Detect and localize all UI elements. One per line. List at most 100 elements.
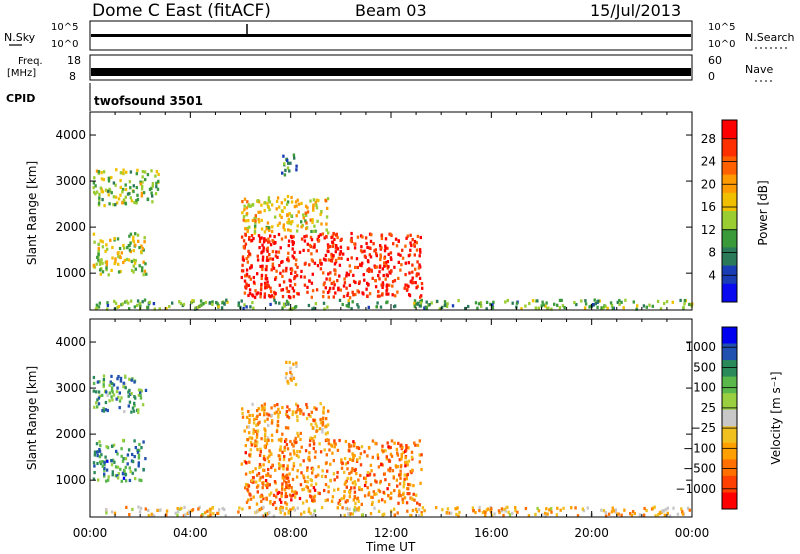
heatmap-cell: [284, 302, 287, 306]
heatmap-cell: [311, 498, 314, 502]
heatmap-cell: [271, 249, 275, 254]
heatmap-cell: [249, 277, 252, 281]
heatmap-cell: [286, 158, 289, 163]
heatmap-cell: [383, 512, 386, 516]
heatmap-cell: [257, 472, 261, 476]
heatmap-cell: [683, 302, 686, 306]
heatmap-cell: [251, 476, 255, 480]
heatmap-cell: [269, 500, 272, 504]
heatmap-cell: [361, 235, 364, 239]
heatmap-cell: [333, 283, 336, 287]
colorbar-swatch: [722, 492, 737, 510]
heatmap-cell: [402, 451, 405, 455]
y-tick-label: 3000: [55, 381, 86, 395]
heatmap-cell: [286, 256, 290, 260]
heatmap-cell: [317, 491, 320, 495]
heatmap-cell: [353, 246, 357, 250]
heatmap-cell: [285, 286, 288, 290]
heatmap-cell: [319, 267, 323, 271]
heatmap-cell: [134, 259, 137, 263]
heatmap-cell: [407, 261, 410, 265]
heatmap-cell: [248, 236, 251, 240]
heatmap-cell: [390, 439, 394, 443]
heatmap-cell: [293, 508, 297, 512]
heatmap-cell: [344, 480, 347, 484]
heatmap-cell: [139, 396, 143, 400]
heatmap-cell: [346, 293, 349, 298]
heatmap-cell: [304, 219, 307, 223]
heatmap-cell: [356, 496, 360, 500]
heatmap-cell: [246, 425, 249, 429]
heatmap-cell: [389, 445, 392, 450]
heatmap-cell: [268, 200, 272, 204]
heatmap-cell: [297, 292, 300, 296]
heatmap-cell: [515, 301, 519, 305]
heatmap-cell: [332, 286, 335, 290]
heatmap-cell: [260, 506, 264, 510]
heatmap-cell: [352, 498, 355, 502]
heatmap-cell: [269, 295, 272, 299]
heatmap-cell: [309, 199, 312, 203]
heatmap-cell: [246, 488, 249, 492]
heatmap-cell: [618, 298, 621, 303]
heatmap-cell: [249, 204, 252, 208]
heatmap-cell: [387, 292, 390, 296]
heatmap-cell: [256, 473, 259, 477]
heatmap-cell: [262, 457, 266, 461]
heatmap-cell: [245, 500, 249, 504]
heatmap-cell: [260, 203, 263, 207]
heatmap-cell: [281, 295, 285, 299]
heatmap-cell: [404, 273, 407, 277]
heatmap-cell: [101, 270, 105, 274]
heatmap-cell: [306, 290, 309, 294]
heatmap-cell: [378, 270, 381, 274]
heatmap-cell: [382, 490, 385, 494]
heatmap-cell: [296, 469, 299, 473]
heatmap-cell: [281, 485, 284, 489]
heatmap-cell: [286, 447, 290, 451]
heatmap-cell: [297, 202, 301, 206]
heatmap-cell: [133, 404, 136, 408]
heatmap-cell: [196, 305, 199, 310]
heatmap-cell: [370, 495, 373, 499]
heatmap-cell: [256, 448, 259, 452]
heatmap-cell: [319, 212, 322, 217]
heatmap-cell: [581, 507, 585, 511]
heatmap-cell: [306, 468, 309, 472]
heatmap-cell: [688, 508, 691, 512]
heatmap-cell: [367, 282, 370, 287]
heatmap-cell: [355, 445, 359, 450]
heatmap-cell: [450, 511, 453, 515]
heatmap-cell: [299, 275, 303, 279]
heatmap-cell: [417, 272, 420, 276]
heatmap-cell: [143, 170, 147, 174]
heatmap-cell: [105, 266, 108, 270]
heatmap-cell: [282, 223, 285, 227]
heatmap-cell: [113, 299, 116, 303]
heatmap-cell: [478, 505, 481, 509]
heatmap-cell: [257, 220, 261, 224]
heatmap-cell: [182, 302, 186, 307]
heatmap-cell: [387, 252, 390, 256]
heatmap-cell: [123, 258, 126, 263]
heatmap-cell: [97, 396, 101, 400]
heatmap-cell: [278, 283, 281, 287]
colorbar-swatch: [722, 247, 737, 267]
heatmap-cell: [405, 444, 408, 448]
heatmap-cell: [328, 448, 331, 452]
heatmap-cell: [648, 303, 651, 307]
colorbar-swatch: [722, 409, 737, 427]
heatmap-cell: [419, 301, 423, 305]
heatmap-cell: [95, 307, 99, 311]
heatmap-cell: [362, 273, 365, 277]
heatmap-cell: [418, 453, 421, 457]
heatmap-cell: [425, 300, 428, 304]
colorbar-swatch: [722, 120, 737, 139]
heatmap-cell: [310, 238, 314, 242]
heatmap-cell: [338, 502, 342, 506]
heatmap-cell: [300, 512, 303, 516]
heatmap-cell: [366, 294, 369, 298]
heatmap-cell: [384, 449, 387, 453]
heatmap-cell: [311, 307, 314, 311]
heatmap-cell: [316, 219, 319, 223]
